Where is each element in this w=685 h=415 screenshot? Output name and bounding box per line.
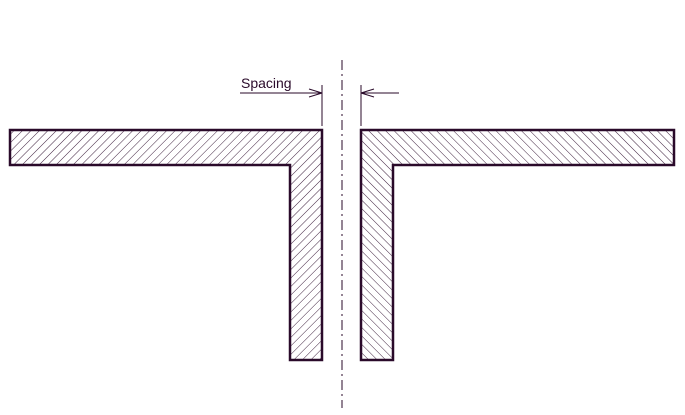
spacing-label: Spacing — [241, 75, 292, 91]
left-angle-section — [8, 128, 324, 362]
right-angle-section — [359, 128, 676, 362]
left-arrowhead — [308, 88, 323, 98]
right-arrowhead — [360, 88, 375, 98]
